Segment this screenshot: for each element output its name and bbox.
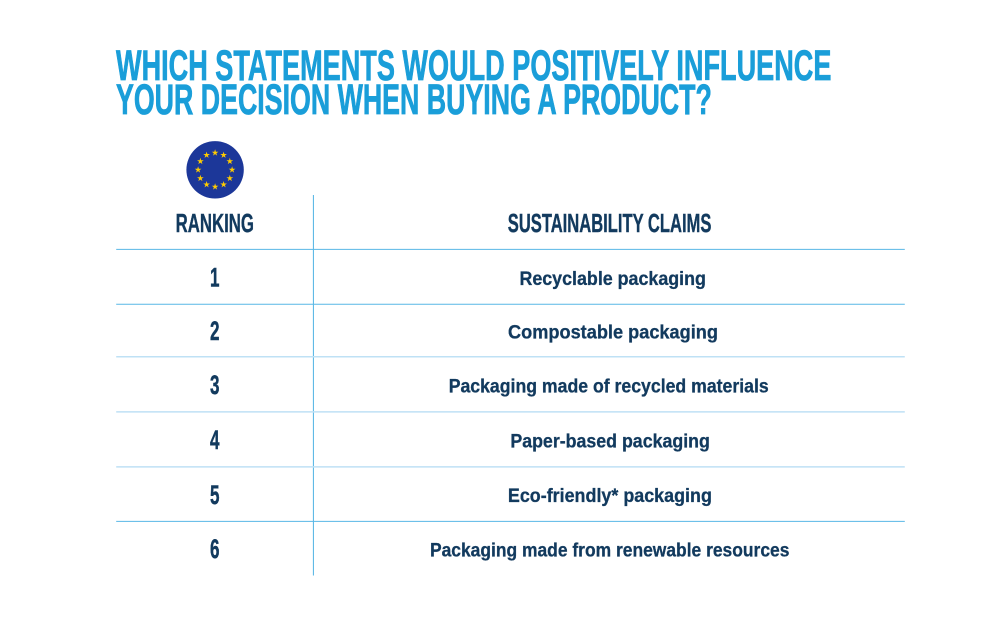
svg-text:6: 6 [210, 534, 220, 564]
svg-text:Compostable packaging: Compostable packaging [508, 323, 718, 344]
svg-text:YOUR DECISION WHEN BUYING A PR: YOUR DECISION WHEN BUYING A PRODUCT? [116, 76, 712, 124]
svg-text:WHICH STATEMENTS WOULD POSITIV: WHICH STATEMENTS WOULD POSITIVELY INFLUE… [116, 42, 831, 90]
svg-text:4: 4 [210, 425, 220, 455]
svg-text:Eco-friendly* packaging: Eco-friendly* packaging [508, 486, 712, 507]
svg-text:RANKING: RANKING [176, 208, 254, 238]
svg-text:3: 3 [210, 370, 220, 400]
svg-text:Packaging made of recycled mat: Packaging made of recycled materials [449, 376, 769, 397]
svg-text:SUSTAINABILITY CLAIMS: SUSTAINABILITY CLAIMS [508, 208, 712, 238]
svg-text:Paper-based packaging: Paper-based packaging [510, 431, 710, 452]
svg-text:2: 2 [210, 316, 220, 346]
svg-text:Recyclable packaging: Recyclable packaging [519, 269, 706, 290]
svg-text:1: 1 [210, 263, 220, 293]
svg-text:Packaging made from renewable: Packaging made from renewable resources [430, 541, 790, 562]
svg-text:5: 5 [210, 480, 220, 510]
